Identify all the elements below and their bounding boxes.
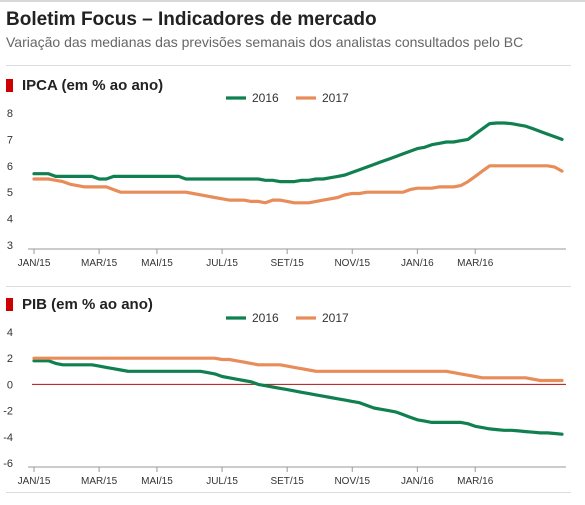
- series-line-2016: [32, 359, 564, 436]
- separator-top: [6, 65, 571, 66]
- separator-bottom: [6, 492, 571, 493]
- ipca-chart: 3 4 5 6 7 8 JAN/15 MAR/15 MAI/15 JUL/15 SET/15 NOV/…: [7, 91, 566, 269]
- y-tick-label: 6: [7, 161, 13, 173]
- x-tick-label: JUL/15: [206, 476, 238, 487]
- series-line-2017: [32, 356, 564, 383]
- y-tick-label: 8: [7, 108, 13, 120]
- x-tick-label: MAR/15: [81, 476, 118, 487]
- separator-middle: [6, 286, 571, 287]
- legend-label-2017: 2017: [322, 311, 349, 325]
- x-tick-label: MAR/16: [457, 476, 494, 487]
- x-tick-label: NOV/15: [334, 258, 370, 269]
- legend-label-2016: 2016: [252, 91, 279, 105]
- y-tick-label: 3: [7, 240, 13, 252]
- page-subtitle: Variação das medianas das previsões sema…: [6, 34, 524, 50]
- legend-label-2017: 2017: [322, 91, 349, 105]
- x-tick-label: JAN/16: [401, 476, 434, 487]
- x-tick-label: MAI/15: [141, 258, 173, 269]
- x-tick-label: JAN/15: [18, 476, 51, 487]
- legend-label-2016: 2016: [252, 311, 279, 325]
- x-tick-label: NOV/15: [334, 476, 370, 487]
- y-tick-label: 4: [7, 214, 13, 226]
- y-tick-label: 7: [7, 134, 13, 146]
- ipca-panel-title: IPCA (em % ao ano): [6, 77, 163, 94]
- top-border: [0, 0, 585, 2]
- y-tick-label: 5: [7, 187, 13, 199]
- y-tick-label: 4: [7, 327, 13, 339]
- x-tick-label: JAN/16: [401, 258, 434, 269]
- y-tick-label: -2: [3, 406, 13, 418]
- series-line-2016: [32, 121, 564, 184]
- page-title: Boletim Focus – Indicadores de mercado: [6, 9, 377, 30]
- ipca-title-text: IPCA (em % ao ano): [22, 77, 164, 94]
- x-tick-label: SET/15: [270, 476, 304, 487]
- pib-panel-title: PIB (em % ao ano): [6, 296, 153, 313]
- red-marker-icon: [6, 79, 13, 92]
- y-tick-label: 0: [7, 379, 13, 391]
- x-tick-label: MAR/16: [457, 258, 494, 269]
- x-tick-label: JUL/15: [206, 258, 238, 269]
- series-line-2017: [32, 164, 564, 205]
- x-tick-label: JAN/15: [18, 258, 51, 269]
- x-tick-label: MAR/15: [81, 258, 118, 269]
- red-marker-icon: [6, 298, 13, 311]
- y-tick-label: -4: [3, 432, 13, 444]
- x-tick-label: MAI/15: [141, 476, 173, 487]
- y-tick-label: -6: [3, 458, 13, 470]
- y-tick-label: 2: [7, 353, 13, 365]
- pib-title-text: PIB (em % ao ano): [22, 296, 153, 313]
- x-tick-label: SET/15: [270, 258, 304, 269]
- pib-chart: -6 -4 -2 0 2 4 JAN/15 MAR/15 MAI/15 JUL/15 SET/15 N…: [3, 311, 566, 487]
